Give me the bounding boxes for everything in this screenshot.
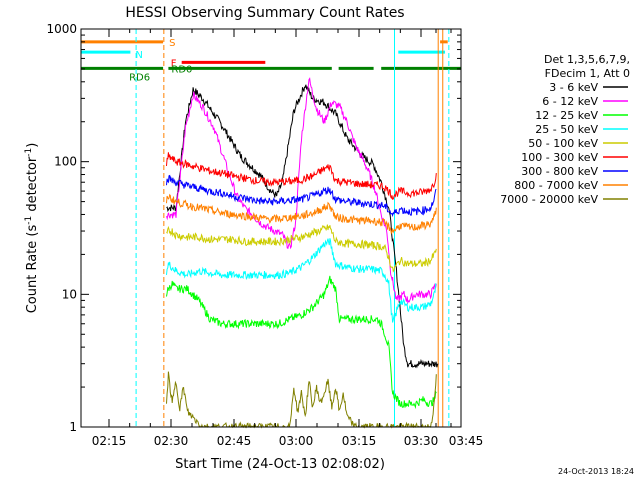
y-axis-label-main: Count Rate (s [25,225,40,314]
y-tick-label: 1000 [46,22,77,36]
series-line-7 [166,193,437,235]
x-tick-label: 03:15 [342,434,377,448]
legend-label: 6 - 12 keV [542,95,598,108]
y-axis-label-mid: detector [25,156,40,216]
series-line-4 [166,224,437,273]
legend-header-line: FDecim 1, Att 0 [545,67,630,80]
x-tick-label: 02:45 [217,434,252,448]
legend-label: 12 - 25 keV [535,109,598,122]
legend-label: 100 - 300 keV [521,151,598,164]
legend-label: 800 - 7000 keV [514,179,598,192]
series-line-8 [166,371,437,429]
legend-label: 300 - 800 keV [521,165,598,178]
y-axis-label: Count Rate (s-1 detector-1) [24,143,40,314]
series-line-3 [166,238,437,323]
x-tick-label: 03:00 [279,434,314,448]
state-bar-label-rd0: RD0 [171,64,192,75]
plot-frame [80,28,462,428]
y-tick-label: 10 [62,287,77,301]
x-tick-label: 02:15 [92,434,127,448]
series-line-6 [166,174,437,218]
vertical-markers [80,29,450,427]
legend-label: 25 - 50 keV [535,123,598,136]
legend-label: 7000 - 20000 keV [500,193,598,206]
x-tick-label: 02:30 [154,434,189,448]
x-axis: 02:15 02:30 02:45 03:00 03:15 03:30 03:45 [92,29,484,448]
state-bar-label-f: F [171,58,177,69]
x-tick-label: 03:30 [404,434,439,448]
state-bar-label-n: N [135,50,142,61]
state-bar-label-s: S [169,38,175,49]
x-axis-label: Start Time (24-Oct-13 02:08:02) [175,457,385,472]
y-axis-label-close: ) [25,143,40,148]
legend-header-line: Det 1,3,5,6,7,9, [544,53,630,66]
y-axis-label-sup2: -1 [24,148,34,157]
y-tick-label: 1 [69,420,77,434]
x-tick-label: 03:45 [449,434,484,448]
series-layer [166,77,439,429]
legend: Det 1,3,5,6,7,9,FDecim 1, Att 03 - 6 keV… [500,53,630,206]
series-line-0 [166,84,439,369]
series-line-1 [166,77,437,305]
y-tick-label: 100 [54,155,77,169]
chart-title: HESSI Observing Summary Count Rates [125,5,404,21]
y-axis: 1 10 100 1000 [46,22,461,434]
series-line-5 [166,152,437,200]
series-line-2 [166,275,437,410]
y-axis-label-sup1: -1 [24,216,34,225]
legend-label: 50 - 100 keV [528,137,598,150]
legend-label: 3 - 6 keV [549,81,598,94]
footer-timestamp: 24-Oct-2013 18:24 [558,467,634,476]
state-bar-label-rd6: RD6 [129,72,150,83]
